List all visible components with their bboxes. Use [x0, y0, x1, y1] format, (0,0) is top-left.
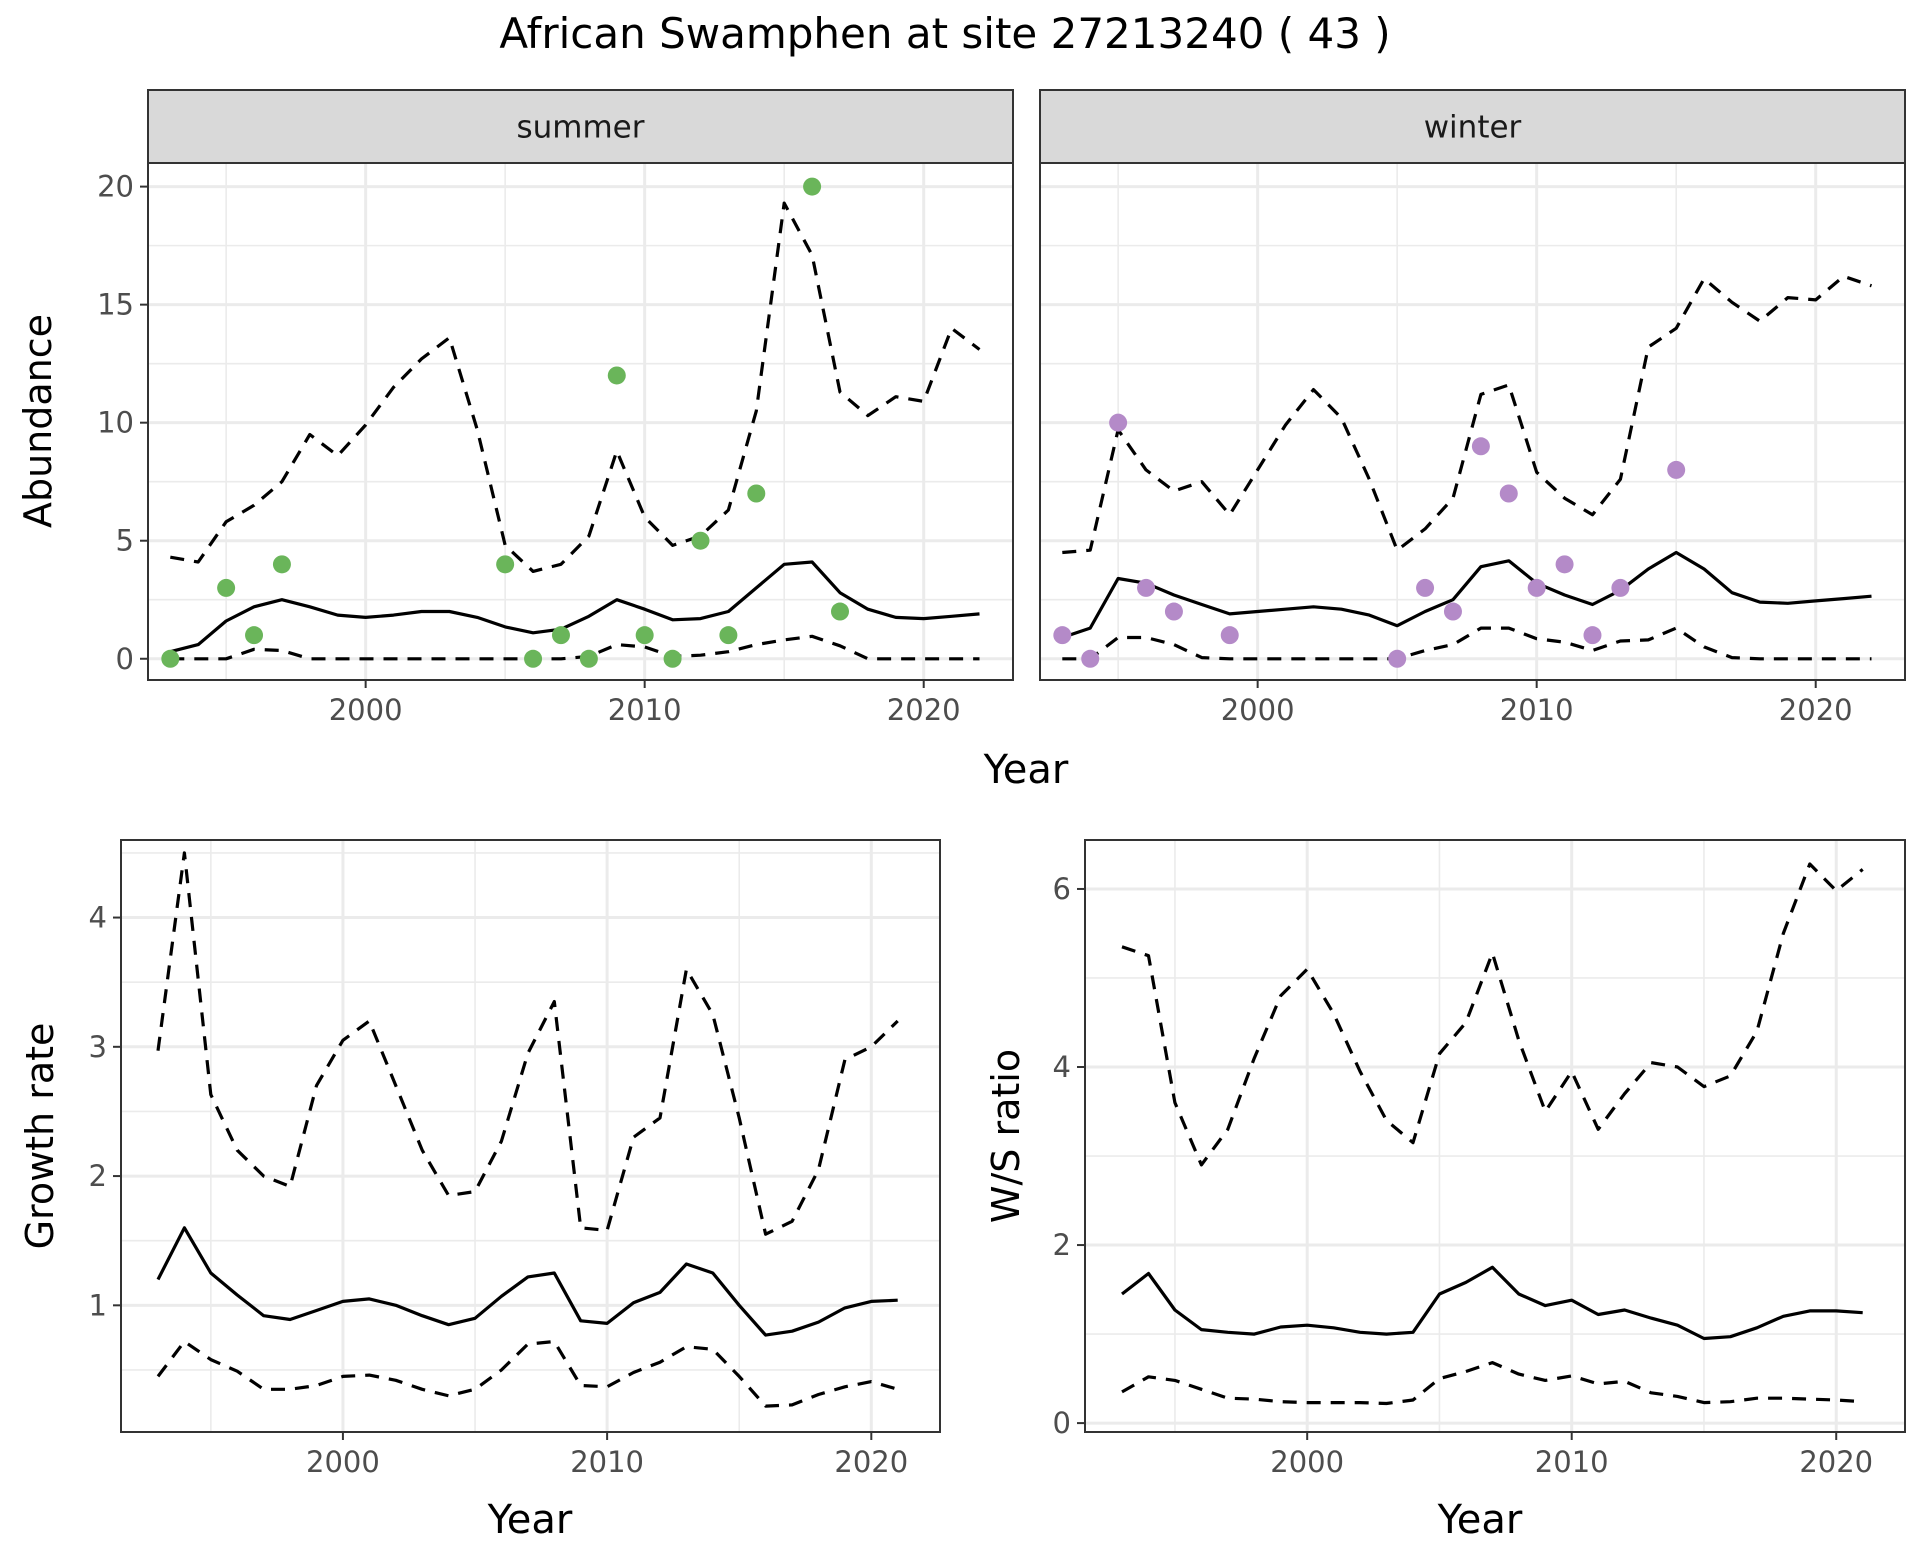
series-line-mean [1061, 550, 1872, 640]
series-line-mean [156, 1226, 898, 1337]
facet-strip-label: summer [516, 110, 644, 146]
data-point [1499, 484, 1518, 503]
data-point [1416, 578, 1435, 597]
data-point [1109, 413, 1128, 432]
data-point [803, 177, 822, 196]
y-axis-title: W/S ratio [984, 1049, 1028, 1223]
y-tick-label: 15 [97, 288, 134, 322]
panel-summer: summer 2000 2010 2020 0 5 10 15 20 Abundance [16, 89, 1014, 727]
data-point [551, 626, 570, 645]
data-point [496, 555, 515, 574]
data-point [1137, 578, 1156, 597]
series-line-bound [1062, 626, 1872, 661]
panel-growth: 2000 2010 2020 1 2 3 4 Growth rate Year [18, 839, 941, 1543]
y-tick-label: 0 [116, 642, 134, 676]
data-point [1164, 602, 1183, 621]
y-tick-label: 4 [1053, 1050, 1071, 1084]
y-tick-label: 2 [1053, 1228, 1071, 1262]
data-point [1583, 626, 1602, 645]
data-point [217, 578, 236, 597]
x-tick-label: 2000 [1221, 693, 1295, 727]
data-point [1527, 578, 1546, 597]
data-point [1667, 460, 1686, 479]
data-point [579, 649, 598, 668]
series-line-mean [169, 560, 980, 654]
series-line-bound [1121, 862, 1864, 1167]
x-tick-label: 2020 [834, 1445, 908, 1479]
x-tick-label: 2010 [1500, 693, 1574, 727]
series-line-mean [1121, 1265, 1863, 1341]
data-point [831, 602, 849, 621]
y-tick-label: 4 [89, 901, 107, 935]
data-point [719, 626, 738, 645]
y-tick-label: 1 [89, 1288, 107, 1322]
panel-ratio: 2000 2010 2020 0 2 4 6 W/S ratio Year [984, 839, 1906, 1543]
chart-title: African Swamphen at site 27213240 ( 43 ) [499, 9, 1390, 58]
data-point [663, 649, 682, 668]
data-point [607, 366, 626, 385]
y-tick-label: 0 [1053, 1406, 1071, 1440]
facet-strip-label: winter [1424, 110, 1522, 146]
data-point [1611, 578, 1630, 597]
y-tick-label: 5 [116, 524, 134, 558]
data-point [1053, 626, 1072, 645]
data-point [245, 626, 264, 645]
x-axis-title: Year [983, 747, 1069, 793]
data-point [635, 626, 654, 645]
y-tick-label: 10 [97, 406, 134, 440]
x-tick-label: 2020 [887, 693, 961, 727]
y-axis-title: Abundance [16, 314, 60, 528]
y-tick-label: 20 [97, 170, 134, 204]
y-tick-label: 6 [1053, 872, 1071, 906]
data-point [524, 649, 543, 668]
panel-winter: winter 2000 2010 2020 [1039, 89, 1906, 727]
x-tick-label: 2000 [1270, 1445, 1344, 1479]
data-point [1081, 649, 1100, 668]
series-line-bound [170, 201, 981, 574]
data-point [1555, 555, 1574, 574]
y-tick-label: 3 [89, 1030, 107, 1064]
panel-border [1084, 839, 1906, 1433]
plot-area [1085, 840, 1905, 1432]
x-axis-title: Year [487, 1497, 573, 1543]
facet-strip [147, 89, 1014, 164]
data-point [1220, 626, 1239, 645]
x-tick-label: 2000 [329, 693, 403, 727]
x-tick-label: 2020 [1799, 1445, 1873, 1479]
data-point [161, 649, 180, 668]
series-line-bound [156, 1339, 899, 1408]
x-tick-label: 2000 [306, 1445, 380, 1479]
series-line-bound [170, 634, 980, 661]
series-line-bound [1121, 1360, 1863, 1406]
plot-area [121, 840, 940, 1432]
x-tick-label: 2010 [1535, 1445, 1609, 1479]
data-point [272, 555, 291, 574]
series-line-bound [156, 851, 899, 1236]
data-point [691, 531, 710, 550]
series-line-bound [1062, 274, 1873, 555]
facet-strip [1039, 89, 1906, 164]
data-point [1471, 437, 1490, 456]
x-tick-label: 2020 [1779, 693, 1853, 727]
y-axis-title: Growth rate [18, 1023, 62, 1250]
x-axis-title: Year [1437, 1497, 1523, 1543]
data-point [1443, 602, 1462, 621]
x-tick-label: 2010 [570, 1445, 644, 1479]
panel-border [120, 839, 941, 1433]
y-tick-label: 2 [89, 1159, 107, 1193]
data-point [747, 484, 766, 503]
x-tick-label: 2010 [608, 693, 682, 727]
data-point [1388, 649, 1407, 668]
